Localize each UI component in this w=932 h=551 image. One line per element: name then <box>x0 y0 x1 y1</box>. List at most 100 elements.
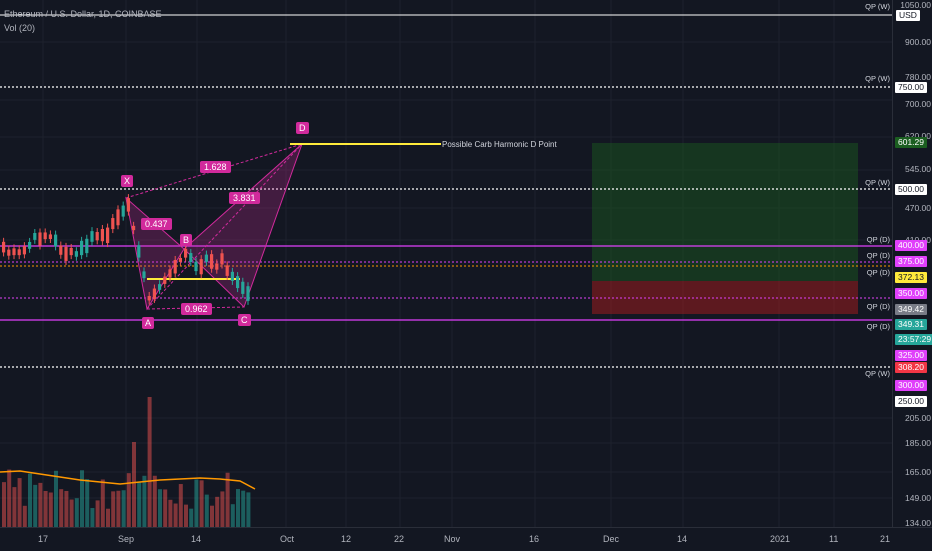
qp-label-750: QP (W) <box>865 74 890 83</box>
price-tag: 325.00 <box>895 350 927 361</box>
candle-body <box>106 227 110 244</box>
candle-body <box>85 238 89 254</box>
volume-bar <box>173 503 178 527</box>
volume-bar <box>137 482 142 527</box>
volume-bar <box>126 473 131 527</box>
price-tag: 375.00 <box>895 256 927 267</box>
price-label: 149.00 <box>905 493 931 503</box>
candle-body <box>173 259 177 274</box>
price-label: 620.00 <box>905 131 931 141</box>
volume-bar <box>43 490 48 527</box>
candle-body <box>116 209 120 226</box>
volume-bar <box>163 489 168 527</box>
candle-body <box>64 246 68 261</box>
volume-bar <box>59 489 64 527</box>
candle-body <box>152 288 156 299</box>
qp-label-340: QP (D) <box>866 302 890 311</box>
volume-bar <box>116 490 121 527</box>
currency-badge[interactable]: USD <box>896 10 920 21</box>
candle-body <box>163 276 167 284</box>
volume-bar <box>199 480 204 527</box>
time-label: 17 <box>38 534 49 544</box>
candle-body <box>184 248 188 258</box>
time-label: Nov <box>444 534 461 544</box>
volume-indicator-label[interactable]: Vol (20) <box>4 23 36 33</box>
price-chart[interactable] <box>0 0 892 527</box>
candle-body <box>236 276 240 289</box>
volume-bar <box>106 508 110 527</box>
volume-bar <box>147 397 152 527</box>
volume-bar <box>17 478 22 527</box>
volume-bar <box>132 442 136 527</box>
time-axis[interactable]: 17 Sep 14 Oct 12 22 Nov 16 Dec 14 2021 1… <box>0 527 932 551</box>
candle-body <box>22 246 26 255</box>
candle-body <box>111 218 115 230</box>
pattern-point-a: A <box>142 317 155 329</box>
price-tag: 601.29 <box>895 137 927 148</box>
volume-bar <box>220 491 225 527</box>
candle-body <box>48 234 52 239</box>
candle-body <box>59 245 63 255</box>
chart-area[interactable]: Ethereum / U.S. Dollar, 1D, COINBASE Vol… <box>0 0 892 527</box>
candle-body <box>137 245 141 258</box>
volume-bar <box>178 484 183 527</box>
volume-bar <box>194 479 199 527</box>
pattern-point-d: D <box>296 122 309 134</box>
price-tag: 500.00 <box>895 184 927 195</box>
time-label: Sep <box>118 534 135 544</box>
candle-body <box>241 281 245 294</box>
ratio-label-ac: 0.962 <box>181 303 212 315</box>
price-tag: 308.20 <box>895 362 927 373</box>
ratio-label-bd: 3.831 <box>229 192 260 204</box>
price-label: 780.00 <box>905 72 931 82</box>
volume-bar <box>48 492 53 527</box>
candle-body <box>95 232 99 241</box>
candles <box>2 194 250 305</box>
candle-body <box>246 286 250 301</box>
candle-body <box>38 232 42 246</box>
volume-bars <box>2 397 251 527</box>
price-tag: 300.00 <box>895 380 927 391</box>
volume-bar <box>12 487 17 527</box>
volume-bar <box>215 496 220 527</box>
volume-bar <box>85 479 90 527</box>
candle-body <box>126 198 130 212</box>
candle-body <box>33 233 37 240</box>
volume-bar <box>69 499 74 527</box>
candle-body <box>215 263 219 270</box>
volume-bar <box>74 498 79 527</box>
volume-ma-line <box>0 470 256 490</box>
price-tag: 750.00 <box>895 82 927 93</box>
volume-bar <box>64 490 69 527</box>
price-tag: 23:57:29 <box>895 334 932 345</box>
qp-label-375: QP (D) <box>866 251 890 260</box>
candle-body <box>189 253 193 262</box>
volume-bar <box>184 504 188 527</box>
carb-harmonic-note[interactable]: Possible Carb Harmonic D Point <box>442 140 557 149</box>
price-tag: 400.00 <box>895 240 927 251</box>
price-label: 165.00 <box>905 467 931 477</box>
price-label: 134.00 <box>905 518 931 528</box>
candle-body <box>121 205 125 217</box>
time-label: 16 <box>529 534 540 544</box>
price-tag: 250.00 <box>895 396 927 407</box>
qp-label-325: QP (D) <box>866 322 890 331</box>
candle-body <box>43 232 47 240</box>
qp-label-1050: QP (W) <box>865 2 890 11</box>
volume-bar <box>7 469 12 527</box>
candle-body <box>7 249 11 256</box>
time-label: 21 <box>880 534 891 544</box>
chart-title: Ethereum / U.S. Dollar, 1D, COINBASE <box>4 9 162 19</box>
price-label: 900.00 <box>905 37 931 47</box>
price-label: 1050.00 <box>900 0 931 10</box>
price-label: 545.00 <box>905 164 931 174</box>
price-tag: 350.00 <box>895 288 927 299</box>
volume-bar <box>230 504 235 527</box>
time-label: Oct <box>280 534 295 544</box>
price-label: 205.00 <box>905 413 931 423</box>
long-position-profit-zone[interactable] <box>592 143 858 281</box>
volume-bar <box>80 470 84 527</box>
time-label: Dec <box>603 534 620 544</box>
price-axis[interactable]: 1050.00 USD 900.00 780.00 700.00 620.00 … <box>892 0 932 528</box>
volume-bar <box>111 491 116 527</box>
